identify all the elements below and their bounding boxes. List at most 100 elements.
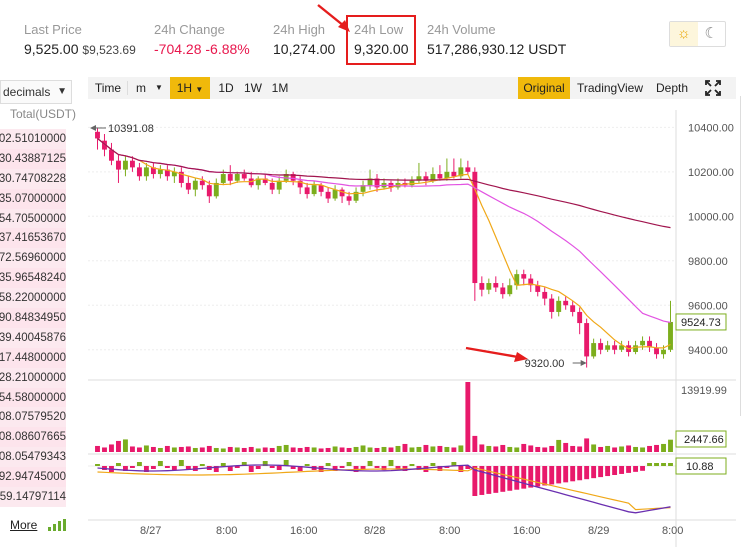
annotation-arrow-head <box>514 352 528 362</box>
orderbook-row[interactable]: 28.21000000 <box>0 367 66 388</box>
indicator-bar <box>227 466 233 471</box>
candle-body <box>318 185 324 192</box>
ma-slow-line <box>97 138 671 229</box>
orderbook-row[interactable]: 59.14797114 <box>0 487 66 507</box>
orderbook-row[interactable]: 39.40045876 <box>0 327 66 348</box>
interval-1d-button[interactable]: 1D <box>218 81 234 95</box>
volume-bar <box>661 443 666 452</box>
indicator-bar <box>157 461 163 466</box>
change-value: -704.28 -6.88% <box>154 41 250 57</box>
orderbook-row[interactable]: 17.44800000 <box>0 347 66 368</box>
indicator-bar <box>262 461 268 466</box>
caret-down-icon: ▼ <box>57 86 67 97</box>
orderbook-row[interactable]: 72.56960000 <box>0 248 66 269</box>
candle-body <box>262 178 268 183</box>
candle-body <box>178 171 184 183</box>
price-tick-label: 9800.00 <box>688 256 728 268</box>
indicator-bar <box>507 466 513 491</box>
total-header: Total(USDT) <box>9 107 76 121</box>
candle-body <box>269 182 275 190</box>
depth-bars-icon[interactable] <box>48 519 66 531</box>
moon-icon[interactable]: ☾ <box>704 25 718 42</box>
indicator-bar <box>668 463 673 466</box>
sun-icon[interactable]: ☼ <box>670 22 698 46</box>
tradingview-button[interactable]: TradingView <box>576 81 644 95</box>
candle-body <box>346 196 352 201</box>
price-tick-label: 9600.00 <box>688 300 728 312</box>
indicator-bar <box>129 466 135 468</box>
indicator-bar <box>430 463 436 466</box>
orderbook-row[interactable]: 90.84834950 <box>0 308 66 328</box>
indicator-bar <box>234 466 240 468</box>
candle-body <box>360 185 366 192</box>
candle-body <box>514 274 520 286</box>
candle-body <box>143 167 149 177</box>
orderbook-row[interactable]: 54.58000000 <box>0 387 66 408</box>
indicator-bar <box>472 466 478 496</box>
fullscreen-icon[interactable] <box>704 79 722 97</box>
volume-bar <box>633 446 639 452</box>
candle-body <box>493 283 499 288</box>
original-view-button[interactable]: Original <box>518 77 570 99</box>
candle-body <box>619 345 625 350</box>
price-tick-label: 10000.00 <box>688 211 734 223</box>
indicator-bar <box>325 463 331 466</box>
candle-body <box>136 167 142 177</box>
low-label: 24h Low <box>354 22 404 37</box>
time-tick-label: 16:00 <box>513 525 541 537</box>
orderbook-row[interactable]: 58.22000000 <box>0 288 66 309</box>
orderbook-row[interactable]: 30.43887125 <box>0 148 66 169</box>
candle-body <box>605 345 611 350</box>
volume-bar <box>269 447 275 452</box>
interval-1h-button[interactable]: 1H ▼ <box>170 77 210 99</box>
orderbook-row[interactable]: 08.07579520 <box>0 407 66 428</box>
interval-1m-button[interactable]: 1M <box>271 81 289 95</box>
volume-bar <box>339 447 345 452</box>
minute-caret-icon[interactable]: ▼ <box>155 83 163 92</box>
candle-body <box>367 178 373 186</box>
orderbook-row[interactable]: 35.07000000 <box>0 188 66 209</box>
orderbook-row[interactable]: 08.05479343 <box>0 447 66 468</box>
candle-body <box>276 180 282 190</box>
volume-bar <box>367 447 373 452</box>
orderbook-row[interactable]: 102.51010000 <box>0 129 66 149</box>
depth-button[interactable]: Depth <box>655 81 689 95</box>
indicator-bar <box>598 466 604 478</box>
minute-interval-button[interactable]: m <box>136 81 146 95</box>
volume-bar <box>514 447 520 452</box>
orderbook-row[interactable]: 54.70500000 <box>0 208 66 229</box>
volume-bar <box>458 445 464 452</box>
indicator-bar <box>416 466 422 470</box>
interval-caret-icon: ▼ <box>195 85 204 94</box>
indicator-bar <box>339 466 345 468</box>
indicator-bar <box>654 463 659 466</box>
volume-bar <box>206 445 212 452</box>
volume-bar <box>626 445 632 452</box>
volume-bar <box>255 448 261 452</box>
candlestick-svg: 10400.00 10200.00 10000.00 9800.00 9600.00 94… <box>88 110 736 547</box>
volume-bar <box>360 445 366 452</box>
orderbook-row[interactable]: 37.41653670 <box>0 228 66 249</box>
candle-body <box>185 182 191 190</box>
indicator-bar <box>150 466 156 469</box>
time-tick-label: 8/28 <box>364 525 385 537</box>
indicator-bar <box>171 466 177 470</box>
price-chart[interactable]: 10400.00 10200.00 10000.00 9800.00 9600.00 94… <box>88 110 736 547</box>
more-link[interactable]: More <box>10 518 38 532</box>
orderbook-row[interactable]: 35.96548240 <box>0 268 66 289</box>
volume-bar <box>549 445 555 452</box>
indicator-bar <box>164 466 170 468</box>
candle-body <box>444 171 450 179</box>
low-marker-arrow <box>580 360 587 366</box>
candle-body <box>465 167 471 172</box>
orderbook-row[interactable]: 30.74708228 <box>0 168 66 189</box>
orderbook-row[interactable]: 08.08607665 <box>0 427 66 448</box>
candle-body <box>437 174 443 179</box>
decimals-select[interactable]: decimals ▼ <box>0 80 72 104</box>
time-button[interactable]: Time <box>94 81 122 95</box>
orderbook-row[interactable]: 92.94745000 <box>0 467 66 488</box>
theme-toggle[interactable]: ☼ ☾ <box>669 21 726 47</box>
interval-1w-button[interactable]: 1W <box>244 81 262 95</box>
volume-bar <box>199 447 205 452</box>
change-stat: 24h Change -704.28 -6.88% <box>154 22 250 57</box>
